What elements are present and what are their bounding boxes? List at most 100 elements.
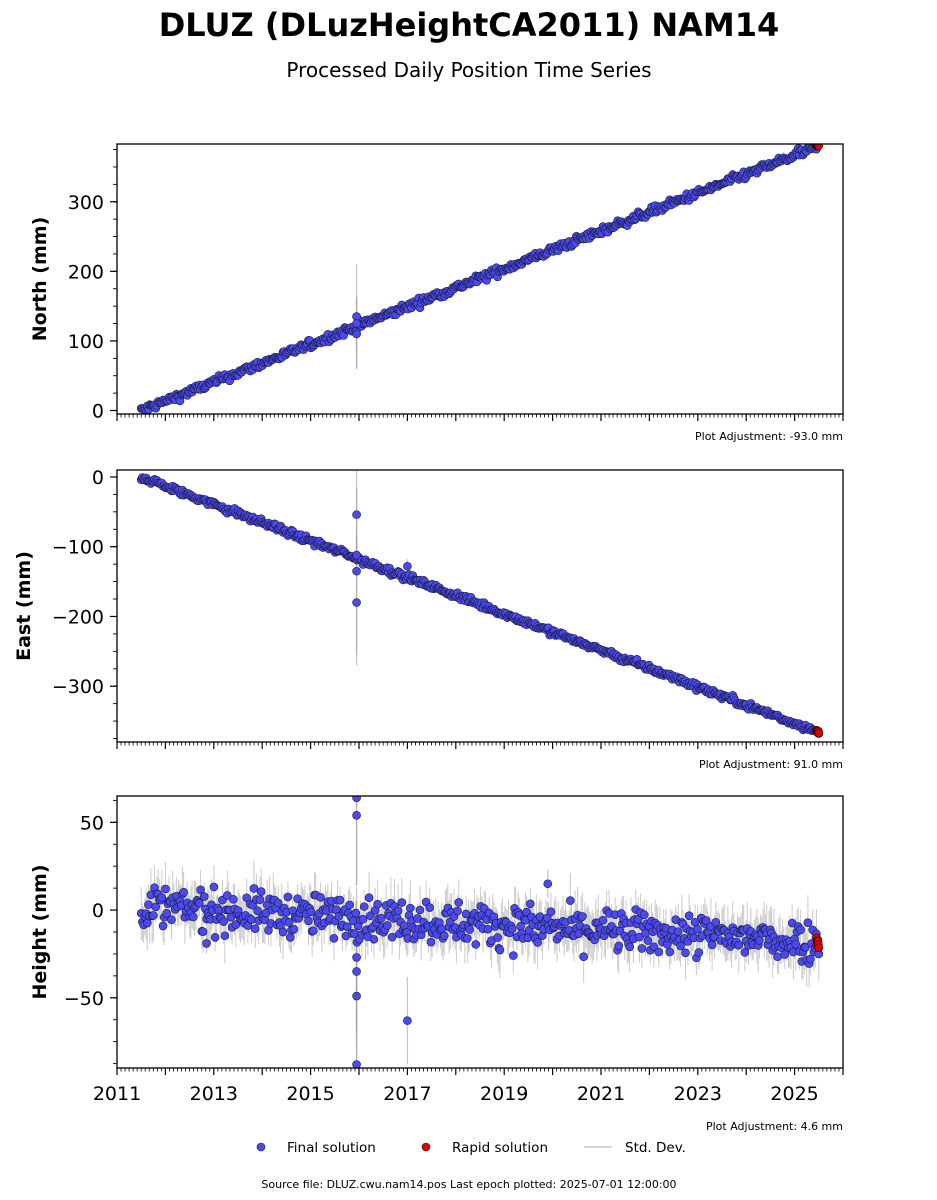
height-final-point	[665, 947, 675, 957]
height-final-point	[283, 892, 293, 902]
height-final-point	[707, 940, 717, 950]
height-final-point	[639, 910, 649, 920]
height-final-point	[273, 898, 283, 908]
height-final-point	[780, 950, 790, 959]
north-ylabel: North (mm)	[29, 217, 51, 342]
height-final-point	[335, 895, 345, 905]
height-final-point	[250, 924, 260, 934]
height-final-point	[157, 893, 167, 902]
height-xtick-label: 2025	[770, 1083, 818, 1105]
height-final-point	[345, 900, 354, 910]
height-final-point	[364, 893, 374, 902]
east-panel: 0 −100 −200 −300 East (mm) Plot Adjustment:…	[13, 467, 844, 771]
height-final-point	[376, 913, 386, 923]
height-final-point	[773, 952, 782, 962]
height-ytick-label: 50	[80, 812, 104, 834]
east-plot-adjustment: Plot Adjustment: 91.0 mm	[699, 758, 843, 771]
height-xtick-label: 2013	[190, 1083, 238, 1105]
legend-rapid-label: Rapid solution	[452, 1140, 548, 1156]
height-final-point	[598, 915, 608, 925]
height-final-point	[284, 917, 294, 927]
height-final-point	[167, 915, 176, 924]
height-final-point	[694, 948, 704, 957]
north-ytick-label: 300	[68, 192, 104, 214]
height-final-point	[406, 903, 415, 913]
height-final-point	[196, 885, 205, 895]
source-file-note: Source file: DLUZ.cwu.nam14.pos Last epo…	[261, 1178, 676, 1191]
height-xtick-label: 2015	[286, 1083, 334, 1105]
height-final-point	[306, 907, 316, 917]
height-rapid-point	[814, 943, 824, 953]
east-axes: 0 −100 −200 −300	[52, 467, 844, 749]
height-xtick-label: 2023	[674, 1083, 722, 1105]
height-final-point	[189, 912, 198, 922]
north-panel: 0 100 200 300 North (mm) Plot Adjustment: -…	[29, 143, 844, 443]
height-xtick-label: 2019	[480, 1083, 528, 1105]
height-final-point	[358, 914, 368, 924]
height-final-point	[278, 927, 288, 937]
height-outlier-point	[352, 1060, 361, 1068]
height-final-point	[256, 887, 266, 896]
height-final-point	[471, 940, 481, 949]
height-outlier-point	[352, 796, 361, 803]
east-rapid-points	[812, 725, 824, 738]
north-plot-adjustment: Plot Adjustment: -93.0 mm	[695, 430, 843, 443]
height-final-point	[359, 902, 369, 911]
height-final-point	[162, 909, 171, 918]
height-final-point	[195, 898, 204, 908]
north-outlier-point	[352, 329, 361, 339]
north-axes: 0 100 200 300	[68, 149, 844, 423]
height-final-point	[637, 944, 647, 953]
height-final-point	[643, 936, 653, 945]
height-final-point	[454, 898, 464, 907]
height-final-point	[351, 908, 361, 918]
height-final-point	[740, 948, 750, 957]
height-final-point	[247, 915, 256, 924]
height-final-point	[439, 931, 449, 941]
height-panel: 50 0 −50 2011 2013 2015 2017 2019 2021 2023 2025 H…	[29, 795, 844, 1133]
east-outlier-point	[352, 598, 361, 607]
height-final-point	[179, 887, 188, 897]
height-xtick-label: 2021	[577, 1083, 625, 1105]
height-final-point	[285, 933, 295, 942]
height-final-point	[231, 920, 241, 929]
height-outlier-point	[352, 811, 361, 820]
height-final-point	[579, 952, 588, 962]
height-final-point	[507, 924, 517, 934]
height-final-point	[209, 882, 219, 892]
legend-final-marker	[256, 1142, 266, 1152]
height-final-point	[462, 934, 472, 943]
east-outlier-point	[403, 561, 412, 571]
height-final-point	[578, 912, 587, 921]
height-final-point	[413, 914, 422, 923]
height-final-point	[701, 916, 711, 925]
height-final-point	[393, 906, 403, 916]
height-final-point	[316, 892, 325, 902]
height-ylabel: Height (mm)	[29, 864, 51, 999]
height-final-point	[711, 917, 721, 927]
height-final-point	[614, 941, 624, 951]
height-final-point	[229, 894, 238, 904]
height-final-point	[654, 947, 664, 957]
height-final-point	[641, 929, 650, 938]
height-outlier-point	[403, 1016, 412, 1025]
height-final-point	[803, 918, 813, 927]
height-final-point	[304, 916, 313, 926]
height-final-point	[546, 907, 556, 917]
height-final-point	[222, 891, 232, 900]
height-final-point	[635, 932, 644, 942]
height-final-point	[495, 945, 505, 955]
height-plot-adjustment: Plot Adjustment: 4.6 mm	[706, 1120, 843, 1133]
height-final-point	[526, 899, 535, 909]
east-outlier-point	[352, 510, 361, 519]
height-final-point	[309, 926, 318, 936]
east-final-points	[136, 473, 824, 738]
height-final-point	[755, 936, 764, 945]
height-final-point	[509, 951, 518, 960]
legend-rapid-marker	[421, 1142, 431, 1152]
height-axes: 50 0 −50 2011 2013 2015 2017 2019 2021 2023 2025	[64, 799, 844, 1105]
east-ylabel: East (mm)	[13, 551, 35, 661]
legend-final-label: Final solution	[287, 1140, 376, 1156]
height-final-point	[806, 954, 815, 964]
